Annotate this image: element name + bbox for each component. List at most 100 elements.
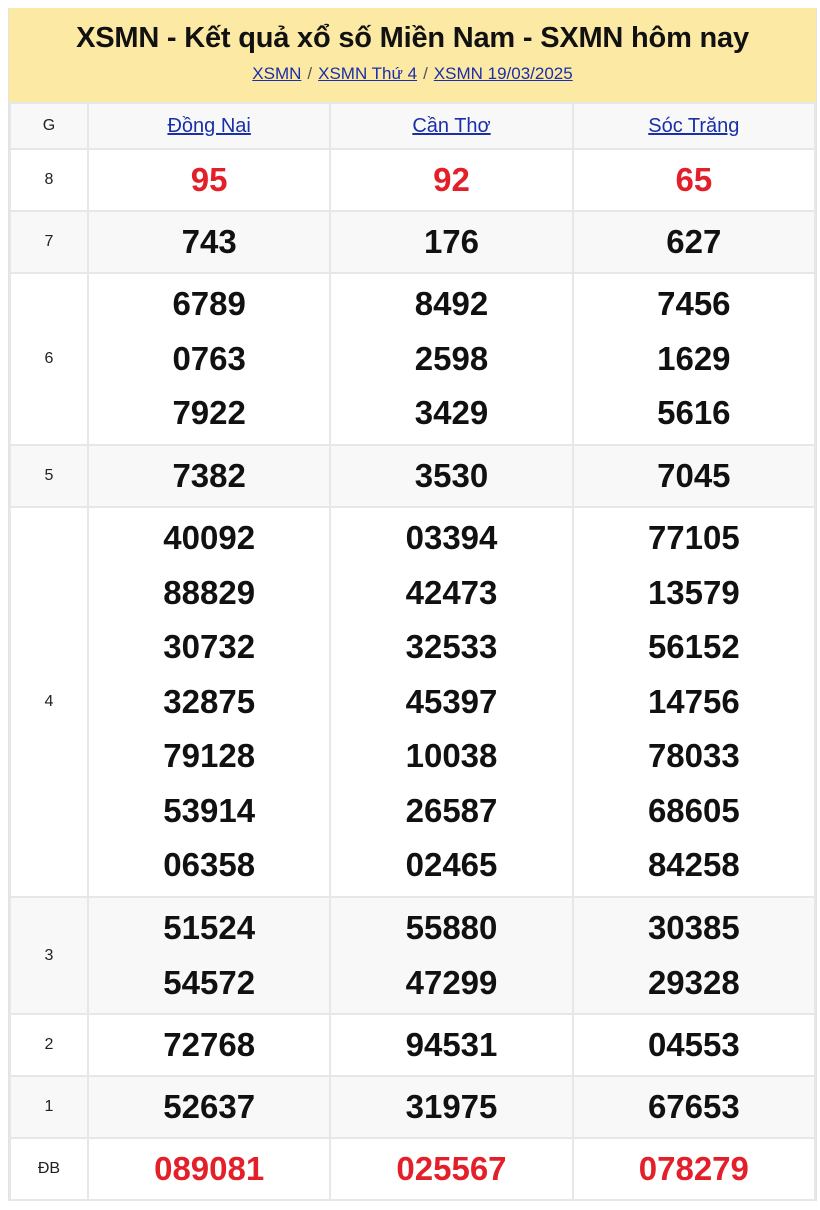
prize-label: ĐB: [9, 1137, 89, 1201]
result-cell: 025567: [329, 1137, 574, 1201]
result-number: 32875: [163, 682, 256, 720]
result-cell: 7045: [571, 444, 817, 508]
result-number: 03394: [405, 519, 498, 557]
prize-label: 5: [9, 444, 89, 508]
result-number: 1629: [657, 339, 731, 377]
result-number: 65: [675, 160, 713, 198]
result-number: 2598: [414, 339, 489, 377]
prize-label: 4: [9, 506, 89, 898]
table-row: 2 72768 94531 04553: [9, 1013, 817, 1077]
prize-label: 2: [9, 1013, 89, 1077]
result-number: 40092: [163, 519, 256, 557]
province-link-soc-trang[interactable]: Sóc Trăng: [648, 114, 740, 137]
prize-label: 1: [9, 1075, 89, 1139]
result-number: 078279: [638, 1149, 749, 1187]
province-header: Cần Thơ: [329, 102, 574, 150]
result-number: 13579: [647, 573, 740, 611]
result-cell: 04553: [571, 1013, 817, 1077]
result-number: 3530: [414, 456, 489, 494]
results-table: G Đồng Nai Cần Thơ Sóc Trăng 8 95 92 65 7 743…: [9, 102, 817, 1201]
result-number: 10038: [405, 737, 498, 775]
result-cell: 52637: [86, 1075, 332, 1139]
province-link-dong-nai[interactable]: Đồng Nai: [167, 114, 251, 137]
result-number: 743: [181, 222, 237, 260]
result-number: 51524: [163, 909, 256, 946]
result-number: 47299: [405, 963, 498, 1001]
table-row: 3 51524 54572 55880 47299 30385 29328: [9, 896, 817, 1015]
result-number: 02465: [405, 846, 498, 884]
table-row: 6 6789 0763 7922 8492 2598 3429 7456 1629 5616: [9, 272, 817, 446]
result-number: 45397: [405, 682, 498, 720]
table-row: 5 7382 3530 7045: [9, 444, 817, 508]
result-cell: 089081: [86, 1137, 332, 1201]
result-number: 089081: [154, 1149, 265, 1187]
result-number: 7456: [657, 285, 731, 323]
result-cell: 8492 2598 3429: [329, 272, 574, 446]
result-cell: 743: [86, 210, 332, 274]
result-number: 8492: [414, 285, 489, 323]
table-row: 7 743 176 627: [9, 210, 817, 274]
province-link-can-tho[interactable]: Cần Thơ: [412, 114, 491, 137]
result-number: 7922: [172, 394, 246, 432]
result-number: 56152: [647, 628, 740, 666]
result-number: 79128: [163, 737, 256, 775]
result-number: 7045: [657, 456, 731, 494]
result-number: 0763: [172, 339, 246, 377]
result-number: 53914: [163, 791, 256, 829]
result-cell: 55880 47299: [329, 896, 574, 1015]
result-number: 5616: [657, 394, 731, 432]
result-number: 94531: [405, 1025, 498, 1063]
result-cell: 92: [329, 148, 574, 212]
result-number: 52637: [163, 1087, 256, 1125]
result-cell: 72768: [86, 1013, 332, 1077]
results-panel: XSMN - Kết quả xổ số Miền Nam - SXMN hôm…: [8, 8, 817, 1201]
result-cell: 40092 88829 30732 32875 79128 53914 06358: [86, 506, 332, 898]
result-number: 88829: [163, 573, 256, 611]
result-cell: 627: [571, 210, 817, 274]
result-number: 06358: [163, 846, 256, 884]
page-title: XSMN - Kết quả xổ số Miền Nam - SXMN hôm…: [76, 22, 749, 54]
result-cell: 95: [86, 148, 332, 212]
result-cell: 6789 0763 7922: [86, 272, 332, 446]
result-cell: 65: [571, 148, 817, 212]
prize-label: 3: [9, 896, 89, 1015]
result-cell: 77105 13579 56152 14756 78033 68605 84258: [571, 506, 817, 898]
breadcrumb-xsmn[interactable]: XSMN: [252, 64, 302, 83]
result-number: 176: [423, 222, 480, 260]
result-number: 627: [666, 222, 722, 260]
result-number: 77105: [647, 519, 740, 557]
breadcrumb-weekday[interactable]: XSMN Thứ 4: [318, 64, 418, 83]
table-row: ĐB 089081 025567 078279: [9, 1137, 817, 1201]
table-row: 8 95 92 65: [9, 148, 817, 212]
result-number: 72768: [163, 1025, 256, 1063]
result-number: 42473: [405, 573, 498, 611]
result-number: 95: [190, 160, 228, 198]
result-cell: 31975: [329, 1075, 574, 1139]
prize-label: 8: [9, 148, 89, 212]
result-number: 04553: [647, 1025, 740, 1063]
province-header: Sóc Trăng: [571, 102, 817, 150]
result-number: 30385: [647, 909, 740, 946]
breadcrumb-date[interactable]: XSMN 19/03/2025: [433, 64, 573, 83]
result-cell: 176: [329, 210, 574, 274]
result-number: 32533: [405, 628, 498, 666]
result-number: 30732: [163, 628, 256, 666]
table-header-row: G Đồng Nai Cần Thơ Sóc Trăng: [9, 102, 817, 150]
table-row: 4 40092 88829 30732 32875 79128 53914 06358 0339…: [9, 506, 817, 898]
prize-label: 6: [9, 272, 89, 446]
result-number: 7382: [172, 456, 246, 494]
result-number: 3429: [414, 394, 489, 432]
result-cell: 94531: [329, 1013, 574, 1077]
header: XSMN - Kết quả xổ số Miền Nam - SXMN hôm…: [9, 8, 816, 102]
result-number: 78033: [647, 737, 740, 775]
prize-label: 7: [9, 210, 89, 274]
result-cell: 7456 1629 5616: [571, 272, 817, 446]
result-number: 55880: [405, 909, 498, 946]
result-number: 6789: [172, 285, 246, 323]
table-row: 1 52637 31975 67653: [9, 1075, 817, 1139]
result-cell: 03394 42473 32533 45397 10038 26587 02465: [329, 506, 574, 898]
result-number: 025567: [396, 1149, 507, 1187]
breadcrumb-separator: /: [307, 64, 313, 83]
result-number: 68605: [647, 791, 740, 829]
result-number: 14756: [647, 682, 740, 720]
